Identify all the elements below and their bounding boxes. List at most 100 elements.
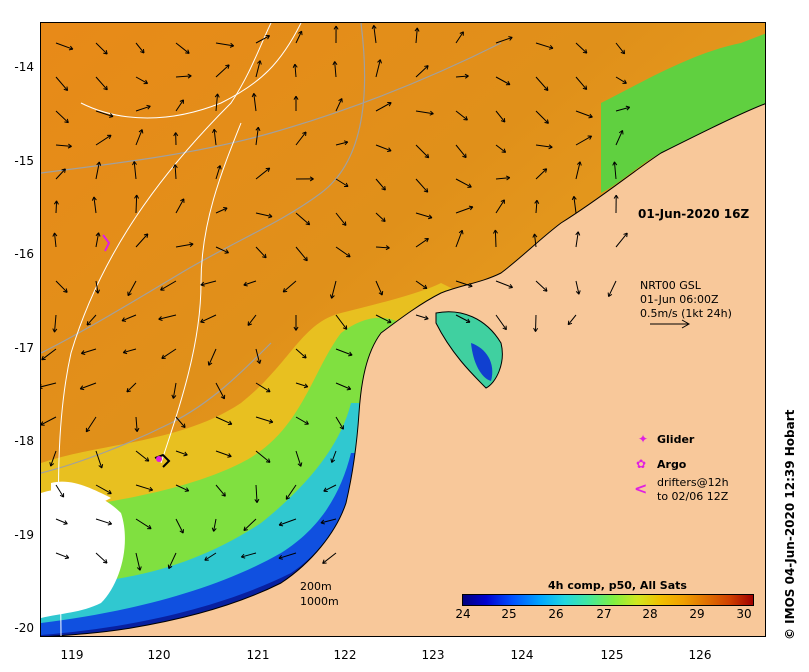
current-arrow: [41, 382, 57, 388]
current-arrow-head: [96, 161, 102, 166]
current-arrow-head: [265, 34, 271, 40]
current-arrow-head: [622, 79, 627, 84]
current-arrow-head: [173, 132, 179, 137]
current-arrow: [243, 518, 257, 531]
current-arrow-head: [320, 519, 325, 525]
current-arrow: [535, 168, 548, 180]
land: [48, 103, 765, 636]
current-arrow: [415, 27, 418, 44]
current-arrow-head: [278, 555, 283, 560]
current-arrow: [415, 280, 428, 289]
current-arrow-head: [346, 252, 351, 258]
current-arrow: [160, 280, 177, 291]
current-arrow: [375, 212, 386, 222]
current-arrow: [495, 199, 505, 214]
product-line1: NRT00 GSL: [640, 279, 701, 292]
current-arrow-head: [322, 559, 327, 564]
current-arrow-head: [52, 328, 58, 333]
current-arrow: [608, 280, 617, 297]
current-arrow: [295, 348, 307, 359]
current-arrow: [127, 280, 137, 296]
current-arrow: [95, 450, 103, 469]
current-arrow: [213, 129, 217, 146]
current-arrow: [175, 75, 192, 78]
current-arrow: [335, 246, 351, 258]
current-arrow-head: [459, 31, 464, 36]
current-arrow: [55, 144, 72, 147]
current-arrow-head: [298, 30, 303, 36]
current-arrow: [81, 348, 97, 354]
current-arrow-head: [214, 93, 220, 98]
current-arrow-head: [63, 520, 68, 525]
current-arrow-head: [414, 27, 420, 32]
current-arrow: [455, 75, 469, 78]
current-arrow-head: [424, 153, 430, 159]
current-arrow-head: [102, 559, 108, 564]
current-arrow-head: [243, 526, 248, 532]
current-arrow: [455, 178, 472, 188]
current-arrow: [255, 35, 270, 44]
current-arrow-head: [381, 217, 386, 222]
current-arrow: [415, 178, 429, 193]
current-arrow-head: [423, 188, 429, 193]
current-arrow: [200, 280, 217, 286]
contour-200m: [41, 42, 502, 174]
current-arrow: [175, 416, 186, 428]
current-arrow-head: [53, 200, 59, 205]
current-arrow: [135, 233, 149, 248]
current-arrow-head: [172, 164, 178, 169]
current-arrow-head: [63, 288, 68, 293]
current-arrow: [320, 518, 337, 524]
current-arrow-head: [179, 529, 184, 534]
current-arrow-head: [567, 320, 573, 326]
colorbar-title: 4h comp, p50, All Sats: [548, 579, 687, 592]
current-arrow-head: [41, 355, 46, 361]
current-arrow: [255, 348, 261, 364]
current-arrow: [495, 76, 511, 86]
velocity-scale-arrow-icon: [650, 319, 691, 329]
current-arrow-head: [424, 65, 429, 70]
current-arrow-head: [200, 281, 205, 287]
current-arrow: [55, 280, 68, 293]
current-arrow-head: [183, 451, 188, 457]
current-arrow-head: [171, 394, 177, 399]
current-arrow: [322, 552, 337, 564]
current-arrow-head: [338, 98, 343, 103]
current-arrow: [55, 518, 68, 525]
current-arrow-head: [587, 135, 593, 140]
current-arrow: [323, 484, 337, 492]
current-arrow-head: [613, 194, 619, 199]
current-arrow-head: [625, 105, 631, 111]
current-arrow: [613, 161, 617, 180]
current-arrow-head: [64, 118, 69, 124]
current-arrow: [168, 552, 177, 569]
current-arrow: [575, 110, 593, 118]
current-arrow: [95, 134, 112, 146]
current-arrow: [55, 168, 66, 180]
current-arrow-head: [623, 232, 628, 238]
sst-map-canvas: [41, 23, 765, 636]
current-arrow-head: [304, 420, 309, 425]
current-arrow: [135, 552, 141, 571]
current-arrow: [575, 76, 588, 90]
argo-marker-icon: ✿: [636, 457, 647, 471]
current-arrow-head: [575, 290, 581, 295]
current-arrow-head: [467, 183, 472, 188]
current-arrow-head: [618, 130, 624, 135]
current-arrow: [123, 348, 137, 354]
current-arrow: [373, 25, 377, 44]
drifter-marker-icon: <: [634, 479, 648, 498]
current-arrow: [175, 450, 188, 456]
current-arrow: [375, 178, 386, 191]
current-arrow: [295, 30, 303, 44]
current-arrow-head: [505, 175, 511, 181]
current-arrow-head: [582, 85, 588, 90]
current-arrow: [175, 484, 189, 492]
legend-glider: Glider: [657, 433, 695, 446]
current-arrow: [95, 232, 100, 248]
current-arrow: [295, 246, 308, 262]
current-arrow-head: [158, 316, 163, 321]
current-arrow-head: [86, 321, 92, 326]
current-arrow: [335, 348, 353, 356]
current-arrow: [158, 314, 177, 320]
